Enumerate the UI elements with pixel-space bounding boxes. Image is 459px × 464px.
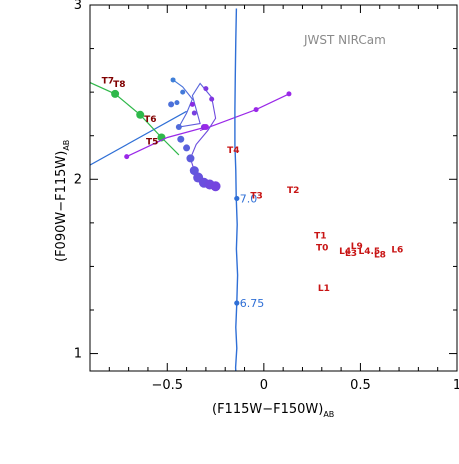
x-tick-label: 1 bbox=[453, 378, 459, 393]
y-axis-title-sub: AB bbox=[62, 140, 71, 151]
spectral-type-label: T1 bbox=[314, 232, 326, 242]
logg-track-label: 7.0 bbox=[240, 192, 257, 205]
green-track-point bbox=[136, 110, 145, 119]
spectral-type-label: T5 bbox=[146, 137, 158, 147]
gradient-track-point bbox=[174, 100, 180, 106]
purple-point bbox=[286, 91, 292, 97]
logg-track-point bbox=[234, 300, 240, 306]
spectral-type-label: L6 bbox=[391, 245, 403, 255]
blue-line bbox=[90, 110, 187, 166]
gradient-track-point bbox=[210, 181, 221, 192]
purple-point bbox=[253, 107, 259, 113]
plot-data-layer: 7.06.756.56.256.0T7T8T6T5T4T3T2T1T0L1L4L… bbox=[90, 8, 403, 442]
gradient-track-point bbox=[175, 124, 182, 130]
logg-track-point bbox=[234, 195, 240, 202]
spectral-type-label: T7 bbox=[102, 76, 114, 86]
logg-track-label: 6.75 bbox=[240, 297, 264, 310]
gradient-track-point bbox=[189, 101, 195, 107]
y-tick-label: 2 bbox=[74, 172, 82, 187]
spectral-type-label: T2 bbox=[287, 186, 299, 196]
logg-track-point bbox=[233, 379, 238, 384]
spectral-type-label: L9 bbox=[351, 242, 363, 252]
gradient-track-point bbox=[170, 77, 176, 83]
axes-layer: −0.5 0 0.5 1 1 2 3 bbox=[74, 0, 459, 393]
x-axis-title-main: (F115W−F150W) bbox=[212, 402, 323, 417]
plot-frame bbox=[89, 4, 458, 372]
logg-track-point bbox=[233, 433, 238, 438]
spectral-type-label: T3 bbox=[250, 191, 262, 201]
x-tick-label: 0 bbox=[260, 378, 268, 393]
spectral-type-label: L3 bbox=[345, 249, 357, 259]
purple-point bbox=[124, 154, 130, 160]
spectral-type-label: T4 bbox=[227, 146, 239, 156]
spectral-type-label: T8 bbox=[113, 80, 125, 90]
gradient-track-point bbox=[191, 110, 197, 116]
logg-track-label: 6.25 bbox=[238, 429, 262, 442]
spectral-type-label: T6 bbox=[144, 115, 156, 125]
x-axis-title: (F115W−F150W)AB bbox=[212, 402, 334, 419]
purple-track-line bbox=[126, 126, 207, 158]
spectral-type-label: L8 bbox=[374, 251, 386, 261]
spectral-type-label: L4.5 bbox=[358, 247, 380, 257]
green-track-point bbox=[111, 89, 120, 98]
spectral-type-label: T0 bbox=[316, 244, 328, 254]
x-tick-label: −0.5 bbox=[151, 378, 183, 393]
spectral-type-label: L4 bbox=[339, 247, 351, 257]
logg-track-label: 6.5 bbox=[239, 375, 257, 388]
y-tick-label: 1 bbox=[74, 347, 82, 362]
purple-point bbox=[202, 124, 209, 130]
gradient-track-point bbox=[209, 96, 215, 102]
gradient-track-point bbox=[186, 154, 195, 163]
gradient-track-point bbox=[183, 144, 191, 152]
annotation-label: JWST NIRCam bbox=[303, 33, 386, 47]
y-axis-title: (F090W−F115W)AB bbox=[54, 140, 71, 262]
y-axis-title-main: (F090W−F115W) bbox=[54, 151, 69, 262]
x-axis-title-sub: AB bbox=[323, 410, 334, 419]
x-tick-label: 0.5 bbox=[350, 378, 371, 393]
logg-track-line bbox=[234, 8, 239, 371]
gradient-track-point bbox=[168, 101, 175, 108]
y-tick-label: 3 bbox=[74, 0, 82, 13]
gradient-track-point bbox=[177, 135, 185, 143]
spectral-type-label: L1 bbox=[318, 284, 330, 294]
gradient-track-point bbox=[180, 89, 186, 95]
gradient-track-point bbox=[203, 86, 209, 92]
